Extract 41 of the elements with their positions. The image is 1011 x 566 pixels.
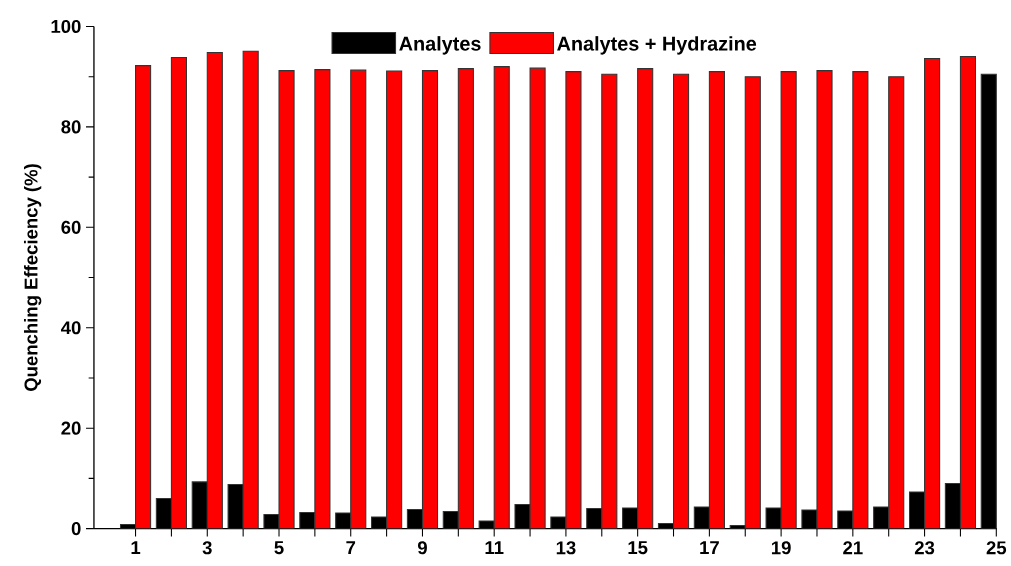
bar [457, 67, 474, 529]
bar [386, 70, 403, 529]
bar [780, 70, 797, 529]
x-tick-label: 21 [843, 541, 863, 554]
bar [852, 70, 869, 529]
bar [744, 75, 761, 529]
y-tick-label: 100 [51, 19, 81, 33]
y-axis-title: Quenching Effeciency (%) [23, 164, 42, 391]
bar [421, 69, 439, 529]
x-tick-label: 3 [202, 541, 212, 555]
x-tick-label: 23 [914, 541, 935, 555]
bar [708, 70, 725, 529]
x-tick-label: 11 [485, 541, 504, 554]
x-tick-label: 9 [417, 541, 427, 555]
x-tick-label: 15 [628, 541, 648, 554]
bar [637, 67, 654, 529]
x-tick-label: 13 [556, 541, 576, 555]
x-tick-label: 17 [700, 541, 719, 554]
x-tick-label: 7 [346, 541, 356, 554]
bar [242, 50, 259, 529]
legend-label: Analytes [399, 35, 481, 55]
bar [350, 69, 367, 529]
x-tick-label: 5 [274, 541, 284, 554]
y-tick-label: 40 [61, 321, 81, 335]
y-tick-label: 20 [61, 421, 81, 435]
bar [170, 56, 188, 529]
bar [206, 51, 223, 529]
x-tick-label: 25 [986, 541, 1007, 555]
bar [135, 64, 152, 529]
legend-label: Analytes + Hydrazine [557, 35, 757, 55]
bar [493, 65, 510, 529]
x-tick-label: 1 [131, 541, 141, 554]
x-tick-label: 19 [771, 541, 791, 555]
y-tick-label: 60 [61, 220, 81, 234]
bar [601, 73, 618, 529]
y-tick-label: 0 [71, 521, 81, 536]
bar [672, 73, 690, 529]
y-tick-label: 80 [61, 120, 81, 134]
bar [924, 57, 941, 529]
bar [959, 55, 977, 529]
bar [888, 75, 905, 529]
